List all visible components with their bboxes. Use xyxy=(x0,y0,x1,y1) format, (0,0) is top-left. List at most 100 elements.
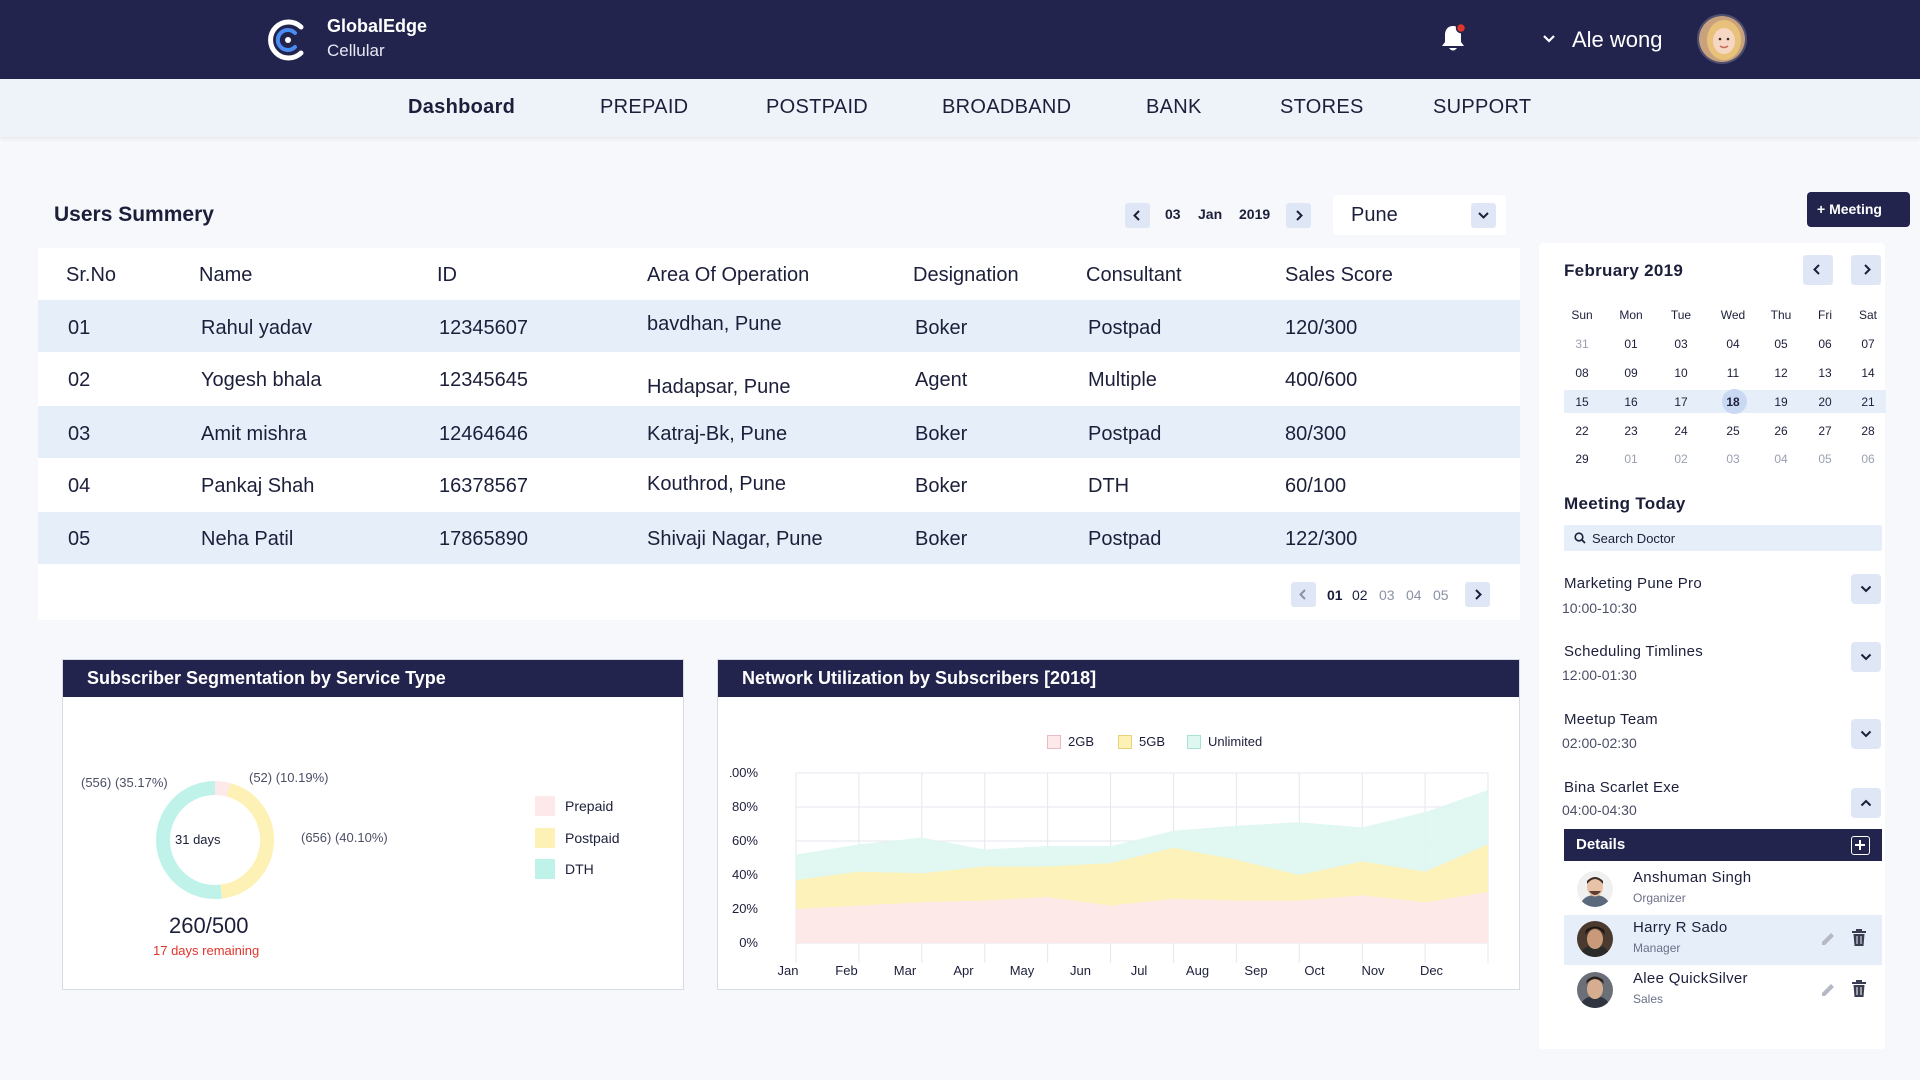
search-doctor-field[interactable] xyxy=(1564,525,1882,551)
calendar-day[interactable]: 27 xyxy=(1818,424,1832,438)
pencil-icon[interactable] xyxy=(1819,981,1837,999)
calendar-day[interactable]: 04 xyxy=(1774,452,1788,466)
y-tick-label: 60% xyxy=(732,833,758,848)
page-next-button[interactable] xyxy=(1465,582,1490,607)
cell-area: bavdhan, Pune xyxy=(647,313,782,335)
calendar-day[interactable]: 05 xyxy=(1774,337,1788,351)
meeting-expand-button[interactable] xyxy=(1851,719,1881,749)
calendar-day[interactable]: 18 xyxy=(1726,395,1740,409)
meeting-expand-button[interactable] xyxy=(1851,642,1881,672)
trash-icon[interactable] xyxy=(1851,980,1867,998)
calendar-day[interactable]: 12 xyxy=(1774,366,1788,380)
calendar-day[interactable]: 15 xyxy=(1575,395,1589,409)
calendar-day[interactable]: 07 xyxy=(1861,337,1875,351)
page-number[interactable]: 01 xyxy=(1327,587,1343,603)
calendar-weekday: Fri xyxy=(1818,308,1832,322)
nav-prepaid[interactable]: PREPAID xyxy=(600,96,689,118)
calendar-day[interactable]: 05 xyxy=(1818,452,1832,466)
nav-bank[interactable]: BANK xyxy=(1146,96,1202,118)
calendar-day[interactable]: 22 xyxy=(1575,424,1589,438)
main-nav: Dashboard PREPAID POSTPAID BROADBAND BAN… xyxy=(0,79,1920,137)
chevron-down-icon[interactable] xyxy=(1540,30,1558,48)
meeting-name: Meetup Team xyxy=(1564,711,1658,728)
calendar-day[interactable]: 26 xyxy=(1774,424,1788,438)
calendar-day[interactable]: 09 xyxy=(1624,366,1638,380)
calendar-day[interactable]: 17 xyxy=(1674,395,1688,409)
add-meeting-label: + Meeting xyxy=(1817,201,1882,217)
chevron-right-icon xyxy=(1475,589,1482,600)
calendar-day[interactable]: 29 xyxy=(1575,452,1589,466)
user-avatar[interactable] xyxy=(1697,14,1747,64)
nav-support[interactable]: SUPPORT xyxy=(1433,96,1532,118)
search-doctor-input[interactable] xyxy=(1592,529,1872,547)
calendar-day[interactable]: 03 xyxy=(1726,452,1740,466)
chevron-down-icon xyxy=(1478,212,1489,219)
calendar-day[interactable]: 23 xyxy=(1624,424,1638,438)
calendar-day[interactable]: 25 xyxy=(1726,424,1740,438)
calendar-day[interactable]: 14 xyxy=(1861,366,1875,380)
legend-swatch-postpaid xyxy=(535,828,555,848)
calendar-day[interactable]: 21 xyxy=(1861,395,1875,409)
nav-broadband[interactable]: BROADBAND xyxy=(942,96,1072,118)
cell-srno: 04 xyxy=(68,475,91,497)
add-participant-button[interactable] xyxy=(1851,836,1870,855)
calendar-day[interactable]: 10 xyxy=(1674,366,1688,380)
nav-postpaid[interactable]: POSTPAID xyxy=(766,96,869,118)
calendar-day[interactable]: 11 xyxy=(1726,366,1740,380)
nav-dashboard[interactable]: Dashboard xyxy=(408,96,516,118)
date-next-button[interactable] xyxy=(1286,203,1311,228)
calendar-day[interactable]: 13 xyxy=(1818,366,1832,380)
network-area-chart: 0% 20% 40% 60% 80% 100% Jan Feb Mar Apr May Jun Jul A… xyxy=(730,765,1489,978)
meeting-collapse-button[interactable] xyxy=(1851,788,1881,818)
cell-srno: 01 xyxy=(68,317,91,339)
calendar-weekday: Mon xyxy=(1619,308,1643,322)
chevron-right-icon xyxy=(1864,264,1871,275)
legend-swatch-dth xyxy=(535,859,555,879)
cell-area: Katraj-Bk, Pune xyxy=(647,423,788,445)
participant-row[interactable]: Alee QuickSilver Sales xyxy=(1564,966,1882,1016)
calendar-prev-button[interactable] xyxy=(1803,255,1833,285)
trash-icon[interactable] xyxy=(1851,929,1867,947)
calendar-day[interactable]: 16 xyxy=(1624,395,1638,409)
page-number[interactable]: 03 xyxy=(1379,587,1395,603)
calendar-next-button[interactable] xyxy=(1851,255,1881,285)
page-number[interactable]: 05 xyxy=(1433,587,1449,603)
nav-stores[interactable]: STORES xyxy=(1280,96,1364,118)
calendar-day[interactable]: 03 xyxy=(1674,337,1688,351)
calendar-day[interactable]: 06 xyxy=(1818,337,1832,351)
add-meeting-button[interactable]: + Meeting xyxy=(1807,192,1910,227)
participant-row[interactable]: Harry R Sado Manager xyxy=(1564,915,1882,965)
calendar-day[interactable]: 08 xyxy=(1575,366,1589,380)
cell-area: Shivaji Nagar, Pune xyxy=(647,528,823,550)
calendar-day[interactable]: 28 xyxy=(1861,424,1875,438)
table-row[interactable] xyxy=(38,512,1520,564)
calendar-day[interactable]: 01 xyxy=(1624,337,1638,351)
calendar-weekday: Wed xyxy=(1720,308,1746,322)
calendar-weekday: Sat xyxy=(1858,308,1877,322)
table-row[interactable] xyxy=(38,406,1520,458)
page-number[interactable]: 02 xyxy=(1352,587,1368,603)
col-header: Consultant xyxy=(1086,264,1182,286)
city-select-toggle[interactable] xyxy=(1471,203,1496,228)
participant-row[interactable]: Anshuman Singh Organizer xyxy=(1564,865,1882,915)
calendar-day[interactable]: 06 xyxy=(1861,452,1875,466)
meeting-today-title: Meeting Today xyxy=(1564,494,1686,513)
pencil-icon[interactable] xyxy=(1819,930,1837,948)
table-row[interactable] xyxy=(38,300,1520,352)
calendar-day[interactable]: 24 xyxy=(1674,424,1688,438)
notification-bell-icon[interactable] xyxy=(1438,22,1468,54)
calendar-day[interactable]: 02 xyxy=(1674,452,1688,466)
calendar-day[interactable]: 19 xyxy=(1774,395,1788,409)
page-prev-button[interactable] xyxy=(1291,582,1316,607)
calendar-day[interactable]: 20 xyxy=(1818,395,1832,409)
user-name[interactable]: Ale wong xyxy=(1572,27,1663,52)
calendar-day[interactable]: 31 xyxy=(1575,337,1589,351)
calendar-day[interactable]: 01 xyxy=(1624,452,1638,466)
meeting-expand-button[interactable] xyxy=(1851,574,1881,604)
y-tick-label: 40% xyxy=(732,867,758,882)
date-prev-button[interactable] xyxy=(1125,203,1150,228)
city-select[interactable]: Pune xyxy=(1333,195,1506,235)
calendar-day[interactable]: 04 xyxy=(1726,337,1740,351)
page-number[interactable]: 04 xyxy=(1406,587,1422,603)
participant-name: Anshuman Singh xyxy=(1633,869,1752,886)
